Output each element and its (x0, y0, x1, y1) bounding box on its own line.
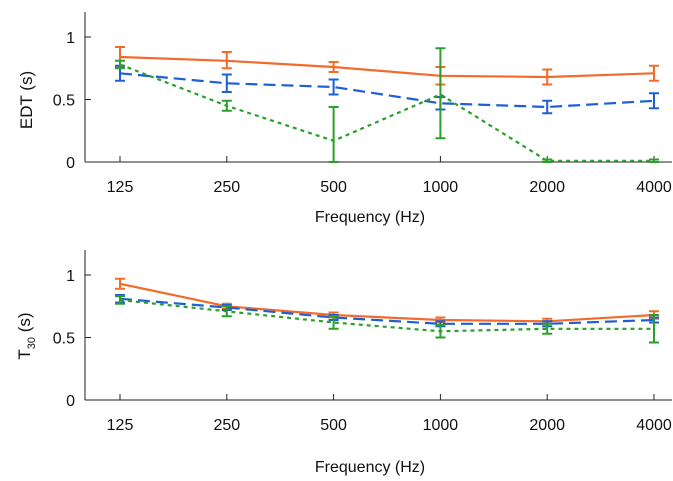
edt-plot-area: 0 0.5 1 125 250 500 1000 2000 4000 (53, 12, 672, 196)
t30-chart: 0 0.5 1 125 250 500 1000 2000 4000 Frequency (Hz… (15, 250, 672, 476)
t30-series-1-line (119, 282, 655, 323)
t30-y-tick-label: 1 (66, 268, 75, 285)
edt-y-tick-label: 1 (66, 30, 75, 47)
t30-x-tick-label: 250 (213, 417, 240, 434)
edt-series-2-line (119, 72, 655, 109)
t30-x-tick-label: 1000 (423, 417, 459, 434)
t30-plot-area: 0 0.5 1 125 250 500 1000 2000 4000 (53, 250, 672, 434)
t30-x-tick-label: 500 (320, 417, 347, 434)
edt-y-tick-label: 0.5 (53, 93, 75, 110)
edt-series-1-line (119, 55, 655, 79)
edt-x-tick-label: 1000 (423, 179, 459, 196)
t30-y-label-main: T (15, 349, 34, 359)
edt-y-axis-label: EDT (s) (17, 71, 36, 129)
t30-y-label-sub: 30 (26, 337, 38, 349)
edt-x-tick-label: 500 (320, 179, 347, 196)
edt-x-tick-label: 4000 (636, 179, 672, 196)
t30-x-tick-label: 125 (107, 417, 134, 434)
t30-x-tick-label: 2000 (529, 417, 565, 434)
edt-x-axis-label: Frequency (Hz) (315, 209, 425, 226)
t30-series-3-line (119, 298, 654, 333)
t30-y-tick-label: 0 (66, 393, 75, 410)
t30-y-tick-label: 0.5 (53, 331, 75, 348)
edt-x-tick-label: 2000 (529, 179, 565, 196)
edt-y-tick-label: 0 (66, 155, 75, 172)
edt-series-3-line (119, 63, 654, 162)
t30-x-tick-label: 4000 (636, 417, 672, 434)
edt-x-tick-label: 125 (107, 179, 134, 196)
t30-x-axis-label: Frequency (Hz) (315, 459, 425, 476)
t30-y-axis-label: T30 (s) (15, 312, 38, 359)
t30-y-label-tail: (s) (15, 312, 34, 337)
edt-x-tick-label: 250 (213, 179, 240, 196)
edt-chart: 0 0.5 1 125 250 500 1000 2000 4000 Frequency (Hz… (17, 12, 672, 226)
